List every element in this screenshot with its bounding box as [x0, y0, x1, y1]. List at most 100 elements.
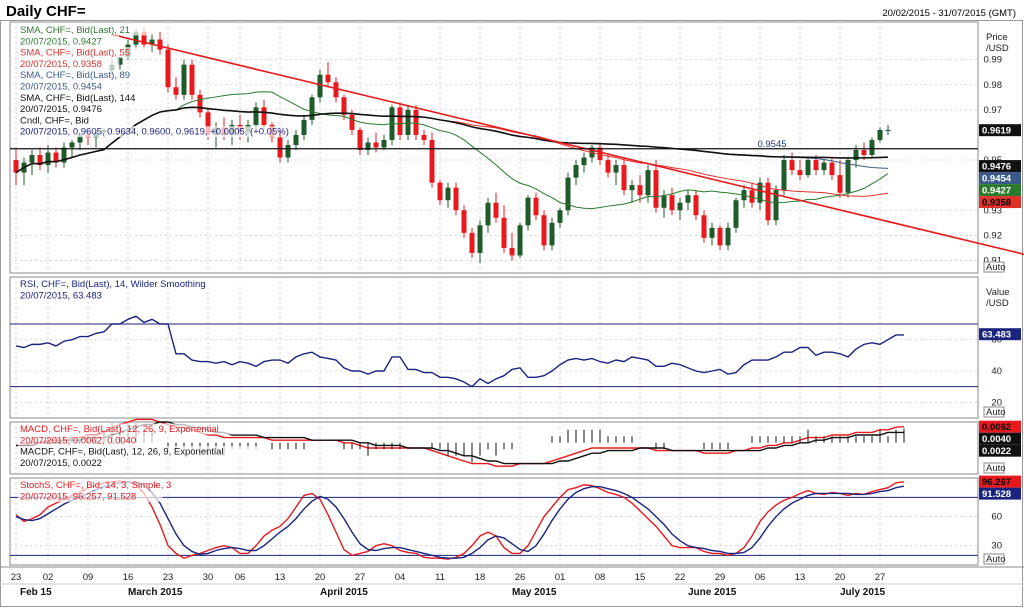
candle-body — [53, 152, 59, 163]
legend-backdrop — [18, 289, 120, 301]
price-tag — [979, 475, 1021, 488]
candle-body — [77, 134, 83, 143]
legend-backdrop — [18, 457, 120, 469]
candle-body — [829, 162, 835, 176]
candle-body — [693, 195, 699, 216]
candle-body — [157, 39, 163, 50]
candle-body — [453, 187, 459, 211]
candle-body — [653, 170, 659, 208]
candle-body — [173, 87, 179, 95]
candle-body — [541, 215, 547, 246]
candle-body — [813, 160, 819, 171]
x-tick-label: 06 — [235, 572, 246, 583]
legend-entry: MACDF, CHF=, Bid(Last), 12, 26, 9, Expon… — [20, 447, 224, 458]
price-tag — [979, 444, 1021, 457]
x-tick-label: 20 — [835, 572, 846, 583]
legend-entry: 20/07/2015, 0.9427 — [20, 36, 102, 47]
x-tick-label: 29 — [715, 572, 726, 583]
auto-scale-label: Auto — [986, 407, 1006, 418]
legend-entry: 20/07/2015, 63.483 — [20, 290, 102, 301]
candle-body — [141, 32, 147, 45]
auto-scale-button[interactable] — [983, 553, 1005, 565]
candle-body — [501, 217, 507, 248]
candle-body — [197, 94, 203, 113]
candle-body — [565, 177, 571, 211]
auto-scale-button[interactable] — [983, 462, 1005, 474]
y-tick-label: 0.99 — [984, 55, 1003, 66]
legend-entry: Cndl, CHF=, Bid — [20, 115, 89, 126]
candle-body — [429, 139, 435, 183]
candle-body — [325, 74, 331, 83]
price-tag — [979, 196, 1021, 209]
candle-body — [797, 170, 803, 176]
y-tick-label: 60 — [991, 512, 1002, 523]
legend-backdrop — [18, 24, 152, 36]
legend-backdrop — [18, 35, 120, 47]
price-tag-label: 63.483 — [982, 330, 1011, 341]
candle-body — [293, 134, 299, 145]
candle-body — [365, 142, 371, 151]
stoch-series-0 — [15, 480, 905, 560]
candle-body — [837, 175, 843, 193]
candle-body — [461, 210, 467, 233]
legend-backdrop — [18, 47, 152, 59]
candle-body — [861, 150, 867, 156]
price-tag-label: 0.0062 — [982, 422, 1011, 433]
legend-backdrop — [18, 126, 278, 138]
candle-body — [877, 129, 883, 140]
price-tag-label: 91.528 — [982, 489, 1011, 500]
legend-backdrop — [18, 479, 211, 491]
legend-entry: SMA, CHF=, Bid(Last), 144 — [20, 93, 135, 104]
candle-body — [165, 49, 171, 88]
candle-body — [413, 109, 419, 135]
price-tag — [979, 184, 1021, 197]
candle-body — [301, 119, 307, 135]
x-tick-label: 06 — [755, 572, 766, 583]
x-month-label: May 2015 — [512, 587, 557, 598]
candle-body — [613, 165, 619, 173]
x-tick-label: 23 — [163, 572, 174, 583]
candle-body — [805, 160, 811, 176]
legend-entry: SMA, CHF=, Bid(Last), 21 — [20, 25, 130, 36]
x-tick-label: 22 — [675, 572, 686, 583]
candle-body — [13, 160, 19, 173]
candle-body — [485, 202, 491, 226]
legend-entry: 20/07/2015, 0.9358 — [20, 59, 102, 70]
y-tick-label: 20 — [991, 397, 1002, 408]
x-month-label: Feb 15 — [20, 587, 52, 598]
auto-scale-button[interactable] — [983, 406, 1005, 418]
auto-scale-label: Auto — [986, 554, 1006, 565]
x-tick-label: 16 — [123, 572, 134, 583]
axis-label: Value — [986, 287, 1010, 298]
candle-body — [781, 160, 787, 191]
candle-body — [437, 182, 443, 201]
legend-entry: 20/07/2015, 0.9454 — [20, 82, 102, 93]
legend-entry: 20/07/2015, 0.9476 — [20, 104, 102, 115]
candle-body — [493, 202, 499, 218]
stoch-panel — [9, 477, 979, 566]
candle-body — [341, 97, 347, 115]
y-tick-label: 0.92 — [984, 230, 1003, 241]
legend-backdrop — [18, 69, 152, 81]
axis-label: /USD — [986, 43, 1009, 54]
price-tag-label: 0.9427 — [982, 186, 1011, 197]
candle-body — [277, 137, 283, 158]
legend-entry: RSI, CHF=, Bid(Last), 14, Wilder Smoothi… — [20, 279, 206, 290]
candle-body — [69, 142, 75, 148]
candle-body — [357, 129, 363, 151]
candle-body — [621, 165, 627, 191]
candle-body — [509, 247, 515, 256]
y-tick-label: 30 — [991, 541, 1002, 552]
legend-backdrop — [18, 58, 120, 70]
candle-body — [725, 227, 731, 246]
legend-backdrop — [18, 278, 249, 290]
price-tag — [979, 420, 1021, 433]
candle-body — [117, 57, 123, 65]
x-tick-label: 30 — [203, 572, 214, 583]
x-tick-label: 18 — [475, 572, 486, 583]
x-tick-label: 23 — [11, 572, 22, 583]
candle-body — [573, 165, 579, 178]
candle-body — [181, 64, 187, 95]
auto-scale-button[interactable] — [983, 261, 1005, 273]
candle-body — [373, 142, 379, 148]
